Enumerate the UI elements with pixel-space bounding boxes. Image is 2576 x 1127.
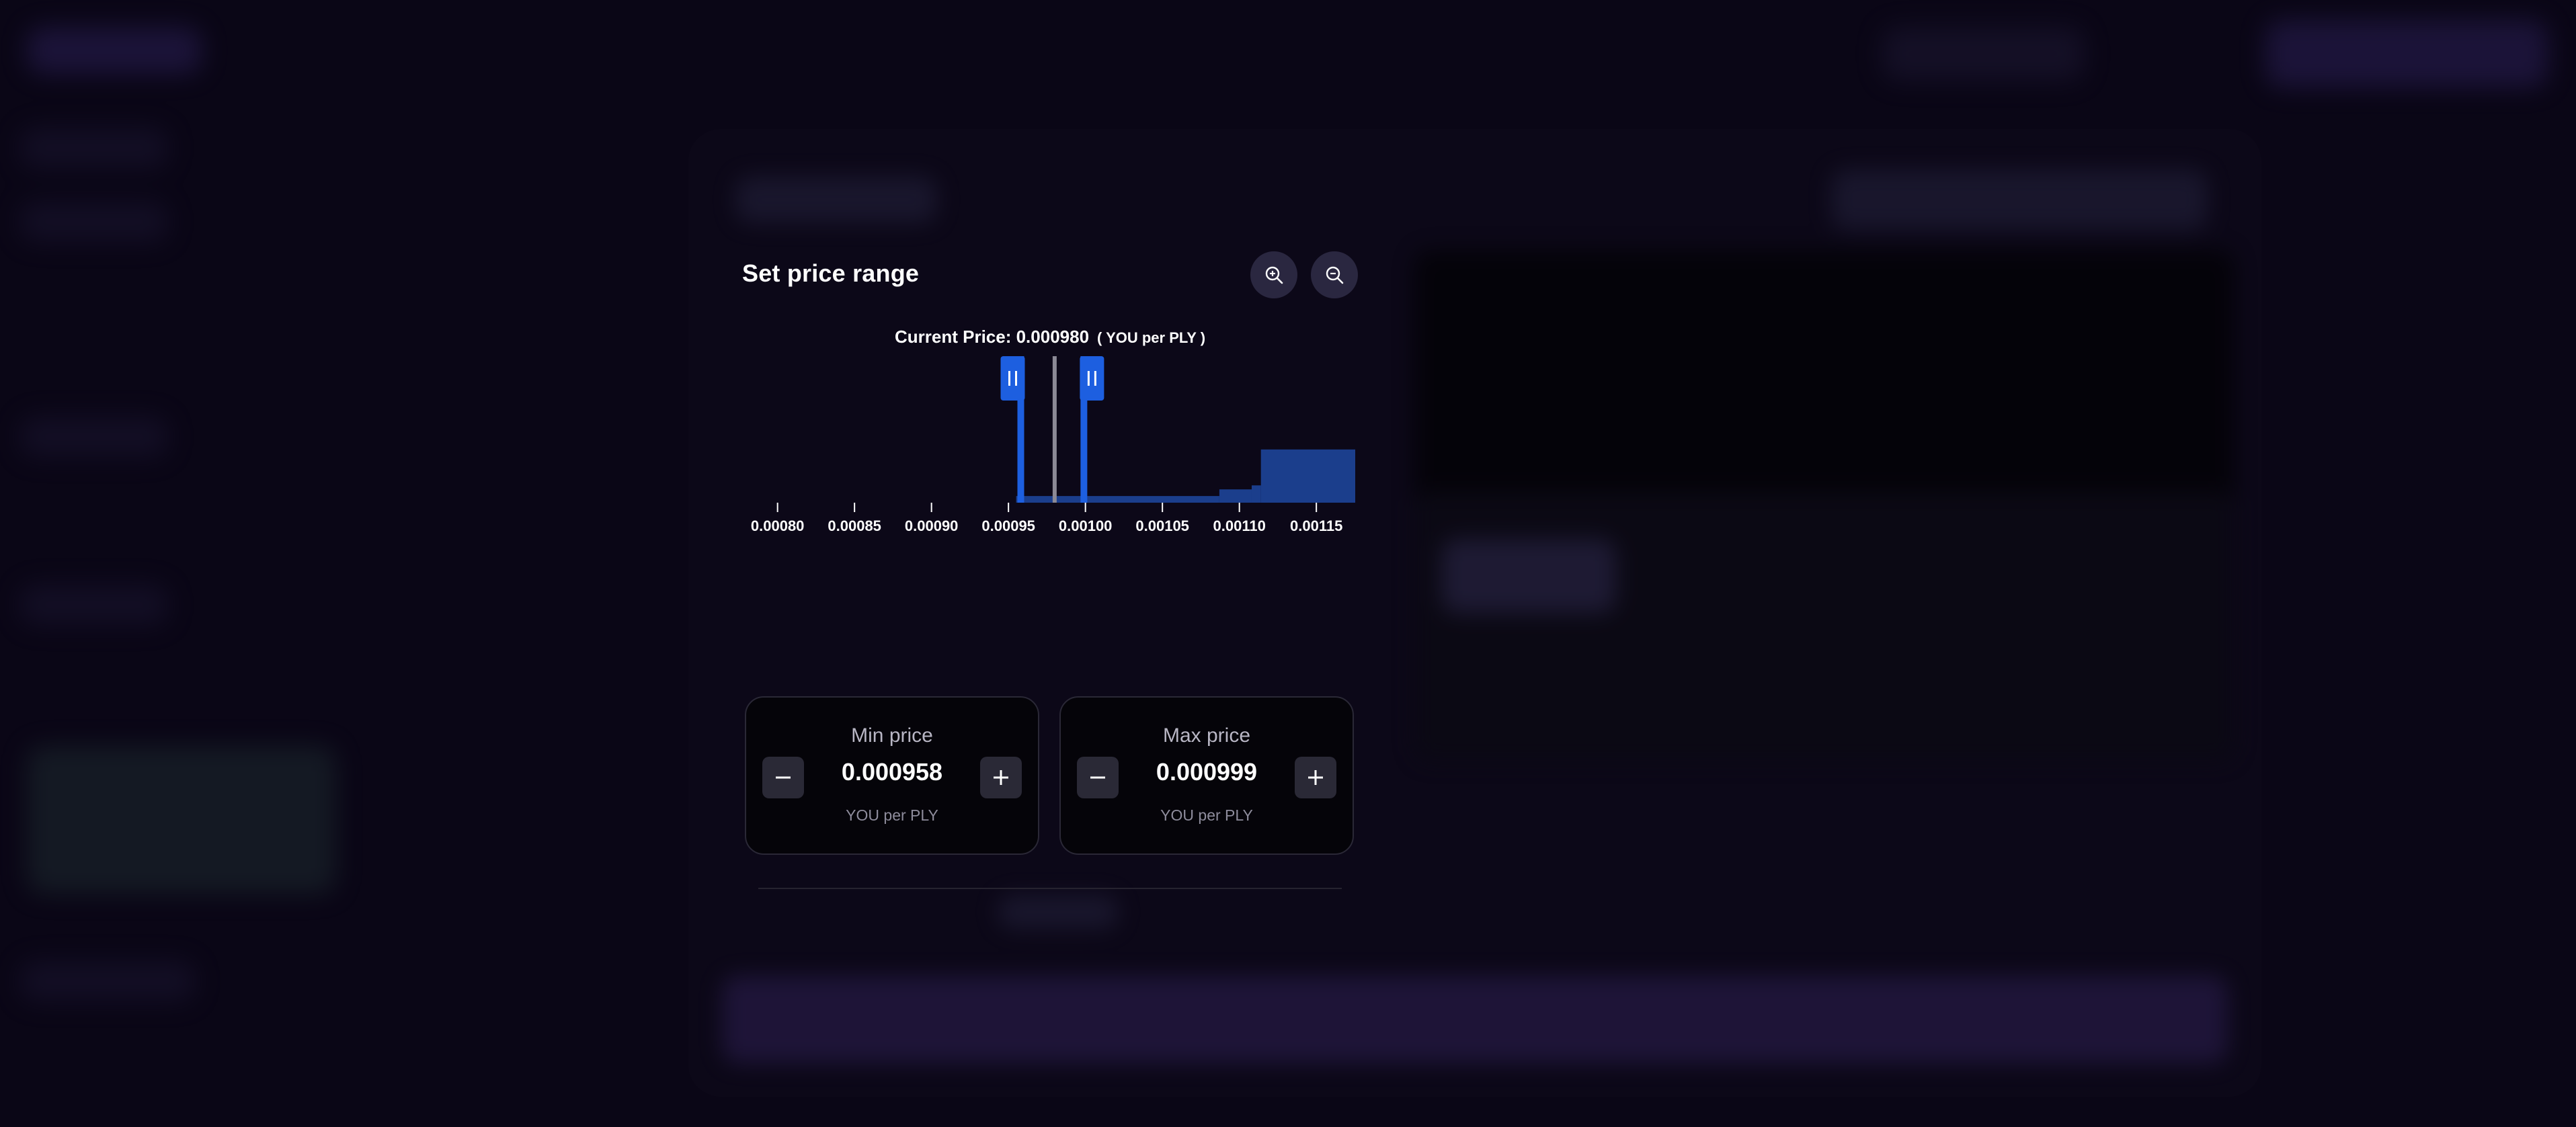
handle-body (1080, 356, 1104, 401)
liquidity-bar-1 (1219, 489, 1252, 503)
liquidity-bar-3 (1260, 449, 1355, 503)
plus-icon (994, 770, 1008, 785)
blurred-sidebar-item (20, 128, 168, 168)
current-price-readout: Current Price: 0.000980 ( YOU per PLY ) (742, 327, 1358, 347)
zoom-in-button[interactable] (1250, 251, 1297, 298)
x-tick-label-5: 0.00105 (1135, 517, 1189, 534)
max-price-label: Max price (1162, 724, 1251, 747)
blurred-sidebar-item (20, 585, 168, 625)
blurred-header-item (1882, 27, 2084, 81)
max-price-decrement-button[interactable] (1077, 757, 1119, 798)
zoom-in-icon (1265, 266, 1283, 284)
min-price-label: Min price (851, 724, 933, 747)
minus-icon (776, 776, 791, 779)
add-liquidity-modal (688, 129, 2261, 1097)
blurred-sidebar-item (20, 202, 168, 242)
range-min-line (1017, 356, 1024, 503)
blurred-modal-title (735, 176, 937, 223)
min-price-box: Min price 0.000958 YOU per PLY (745, 696, 1039, 855)
min-price-unit: YOU per PLY (846, 806, 938, 824)
liquidity-bar-2 (1251, 485, 1261, 503)
liquidity-bar-0 (1016, 496, 1219, 503)
blurred-token (1441, 539, 1616, 613)
zoom-out-button[interactable] (1311, 251, 1358, 298)
x-tick-label-7: 0.00115 (1290, 517, 1342, 534)
x-tick-label-2: 0.00090 (905, 517, 959, 534)
blurred-deposit-panel (1414, 492, 2235, 761)
min-price-increment-button[interactable] (980, 757, 1022, 798)
blurred-modal-content (688, 129, 2261, 1097)
current-price-label: Current Price: 0.000980 (894, 327, 1090, 347)
blurred-sidebar-item (20, 961, 195, 1001)
min-price-input[interactable]: 0.000958 (841, 758, 943, 786)
x-tick-label-4: 0.00100 (1059, 517, 1113, 534)
x-tick-label-1: 0.00085 (828, 517, 881, 534)
panel-divider (758, 888, 1342, 889)
plus-icon (1308, 770, 1323, 785)
x-tick-label-6: 0.00110 (1213, 517, 1266, 534)
max-price-handle[interactable] (1080, 356, 1104, 401)
max-price-unit: YOU per PLY (1160, 806, 1253, 824)
blurred-logo (27, 27, 202, 74)
liquidity-chart[interactable]: 0.00080 0.00085 0.00090 0.00095 0.00100 0.001… (742, 356, 1358, 551)
blurred-modal-tabs (1831, 169, 2208, 230)
minus-icon (1090, 776, 1105, 779)
min-price-decrement-button[interactable] (762, 757, 804, 798)
price-range-panel: Set price range Current Price: 0.000980 (… (742, 242, 1358, 889)
blurred-sidebar-item (20, 417, 168, 457)
current-price-unit: ( YOU per PLY ) (1097, 329, 1206, 346)
blurred-promo-card (27, 746, 336, 894)
x-tick-label-3: 0.00095 (981, 517, 1035, 534)
panel-title: Set price range (742, 259, 920, 287)
min-price-handle[interactable] (1000, 356, 1025, 401)
current-price-line (1052, 356, 1057, 503)
handle-body (1000, 356, 1025, 401)
max-price-increment-button[interactable] (1295, 757, 1336, 798)
x-tick-label-0: 0.00080 (751, 517, 805, 534)
blurred-wallet-button (2265, 20, 2548, 87)
blurred-submit-button (722, 976, 2228, 1063)
max-price-box: Max price 0.000999 YOU per PLY (1059, 696, 1354, 855)
max-price-input[interactable]: 0.000999 (1156, 758, 1258, 786)
zoom-out-icon (1326, 266, 1344, 284)
range-max-line (1080, 356, 1088, 503)
blurred-link (998, 895, 1119, 929)
